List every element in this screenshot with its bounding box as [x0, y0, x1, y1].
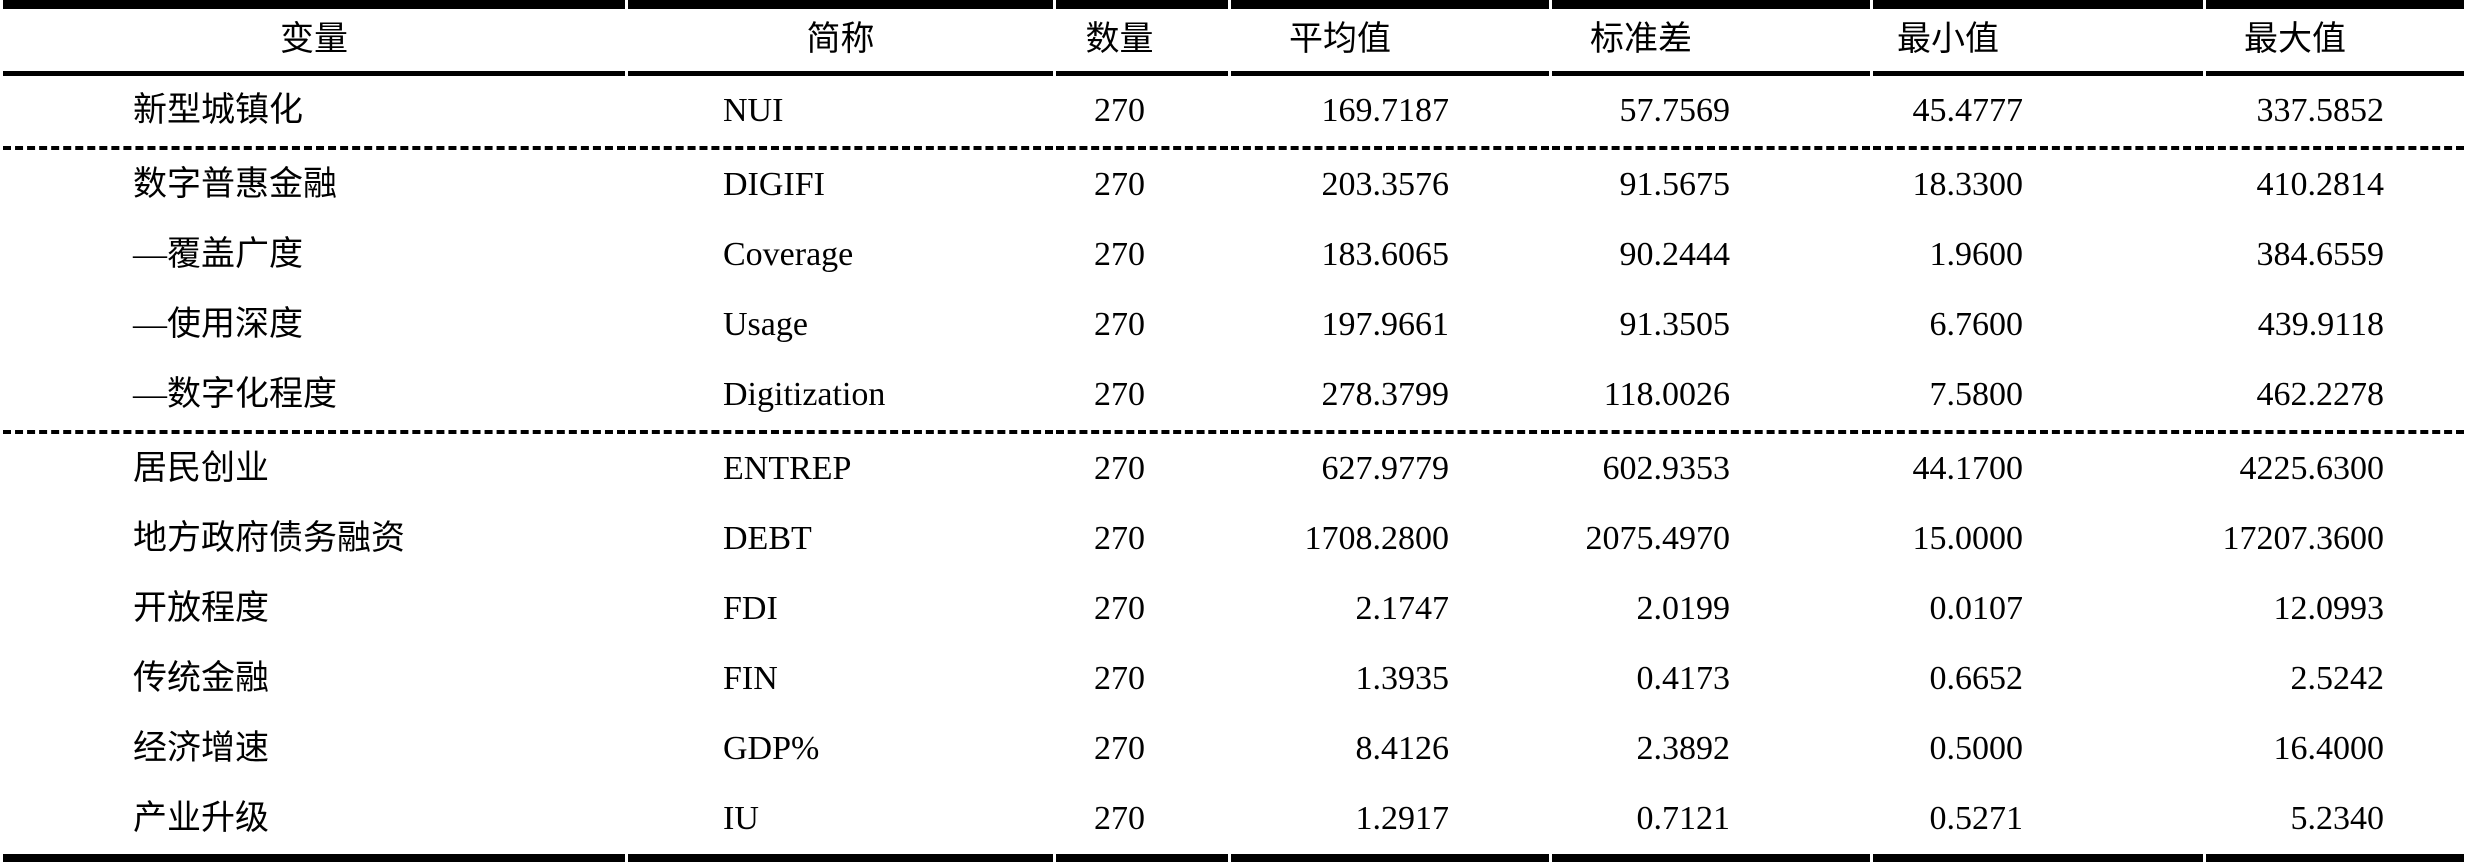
- cell-mean: 183.6065: [1321, 236, 1450, 273]
- cell-abbr: NUI: [628, 76, 1053, 150]
- table-row: —使用深度 Usage 270 197.9661 91.3505 6.7600 439.91…: [3, 290, 2464, 360]
- cell-mean: 1.2917: [1231, 784, 1549, 862]
- cell-n: 270: [1094, 450, 1145, 487]
- cell-mean: 169.7187: [1231, 76, 1549, 150]
- table-header: 变量 简称 数量 平均值 标准差 最小值 最大值: [3, 0, 2464, 76]
- cell-max: 17207.3600: [2222, 520, 2385, 557]
- cell-min: 18.3300: [1912, 166, 2024, 203]
- cell-n: 270: [1094, 590, 1145, 627]
- table-row: 经济增速 GDP% 270 8.4126 2.3892 0.5000 16.4000: [3, 714, 2464, 784]
- cell-abbr: DIGIFI: [723, 166, 825, 203]
- cell-max: 4225.6300: [2239, 450, 2385, 487]
- cell-sd: 0.4173: [1636, 660, 1731, 697]
- cell-min: 0.5271: [1873, 784, 2203, 862]
- cell-sd: 90.2444: [1619, 236, 1731, 273]
- cell-sd: 602.9353: [1602, 450, 1731, 487]
- cell-mean: 2.1747: [1355, 590, 1450, 627]
- cell-sd: 2075.4970: [1585, 520, 1731, 557]
- cell-mean: 1708.2800: [1304, 520, 1450, 557]
- cell-min: 1.9600: [1929, 236, 2024, 273]
- cell-n: 270: [1094, 236, 1145, 273]
- cell-mean: 197.9661: [1321, 306, 1450, 343]
- column-header-variable: 变量: [3, 0, 625, 76]
- cell-variable: 开放程度: [133, 590, 269, 627]
- cell-sd: 91.5675: [1619, 166, 1731, 203]
- cell-variable: 居民创业: [133, 450, 269, 487]
- table-body: 新型城镇化 NUI 270 169.7187 57.7569 45.4777 337.585…: [3, 76, 2464, 862]
- cell-max: 12.0993: [2273, 590, 2385, 627]
- column-header-std-dev: 标准差: [1552, 0, 1870, 76]
- cell-abbr: ENTREP: [723, 450, 852, 487]
- cell-variable: —使用深度: [133, 306, 303, 343]
- table-row: —覆盖广度 Coverage 270 183.6065 90.2444 1.9600 384…: [3, 220, 2464, 290]
- cell-abbr: Digitization: [628, 360, 1053, 434]
- column-header-abbreviation: 简称: [628, 0, 1053, 76]
- cell-min: 0.5000: [1929, 730, 2024, 767]
- cell-n: 270: [1094, 166, 1145, 203]
- cell-abbr: FIN: [723, 660, 778, 697]
- cell-min: 7.5800: [1873, 360, 2203, 434]
- cell-variable: 传统金融: [133, 660, 269, 697]
- cell-min: 15.0000: [1912, 520, 2024, 557]
- cell-max: 337.5852: [2206, 76, 2464, 150]
- cell-max: 439.9118: [2257, 306, 2384, 343]
- cell-mean: 203.3576: [1321, 166, 1450, 203]
- table-row: —数字化程度 Digitization 270 278.3799 118.0026 7.5…: [3, 360, 2464, 434]
- cell-abbr: FDI: [723, 590, 778, 627]
- cell-variable: 新型城镇化: [3, 76, 625, 150]
- cell-min: 6.7600: [1929, 306, 2024, 343]
- table-row: 数字普惠金融 DIGIFI 270 203.3576 91.5675 18.3300 410…: [3, 150, 2464, 220]
- table-row: 产业升级 IU 270 1.2917 0.7121 0.5271 5.2340: [3, 784, 2464, 862]
- cell-sd: 0.7121: [1552, 784, 1870, 862]
- cell-mean: 8.4126: [1355, 730, 1450, 767]
- cell-n: 270: [1094, 306, 1145, 343]
- cell-min: 45.4777: [1873, 76, 2203, 150]
- cell-n: 270: [1094, 660, 1145, 697]
- cell-max: 462.2278: [2206, 360, 2464, 434]
- cell-min: 0.6652: [1929, 660, 2024, 697]
- cell-n: 270: [1094, 730, 1145, 767]
- cell-min: 44.1700: [1912, 450, 2024, 487]
- cell-n: 270: [1056, 784, 1228, 862]
- cell-min: 0.0107: [1929, 590, 2024, 627]
- table-row: 传统金融 FIN 270 1.3935 0.4173 0.6652 2.5242: [3, 644, 2464, 714]
- column-header-count: 数量: [1056, 0, 1228, 76]
- table-row: 开放程度 FDI 270 2.1747 2.0199 0.0107 12.0993: [3, 574, 2464, 644]
- cell-abbr: GDP%: [723, 730, 820, 767]
- cell-variable: 经济增速: [133, 730, 269, 767]
- header-row: 变量 简称 数量 平均值 标准差 最小值 最大值: [3, 0, 2464, 76]
- cell-sd: 2.3892: [1636, 730, 1731, 767]
- cell-abbr: IU: [628, 784, 1053, 862]
- cell-sd: 91.3505: [1619, 306, 1731, 343]
- cell-variable: —数字化程度: [3, 360, 625, 434]
- cell-n: 270: [1056, 360, 1228, 434]
- cell-n: 270: [1094, 520, 1145, 557]
- column-header-min: 最小值: [1873, 0, 2203, 76]
- cell-mean: 627.9779: [1321, 450, 1450, 487]
- column-header-mean: 平均值: [1231, 0, 1549, 76]
- cell-max: 2.5242: [2290, 660, 2385, 697]
- cell-variable: —覆盖广度: [133, 236, 303, 273]
- table-row: 地方政府债务融资 DEBT 270 1708.2800 2075.4970 15.0000…: [3, 504, 2464, 574]
- cell-max: 410.2814: [2256, 166, 2385, 203]
- cell-abbr: Usage: [723, 306, 808, 343]
- cell-variable: 数字普惠金融: [133, 166, 337, 203]
- cell-max: 5.2340: [2206, 784, 2464, 862]
- cell-variable: 地方政府债务融资: [133, 520, 405, 557]
- cell-sd: 118.0026: [1552, 360, 1870, 434]
- table-row: 新型城镇化 NUI 270 169.7187 57.7569 45.4777 337.585…: [3, 76, 2464, 150]
- cell-max: 384.6559: [2256, 236, 2385, 273]
- cell-mean: 278.3799: [1231, 360, 1549, 434]
- cell-max: 16.4000: [2273, 730, 2385, 767]
- column-header-max: 最大值: [2206, 0, 2464, 76]
- cell-mean: 1.3935: [1355, 660, 1450, 697]
- cell-sd: 2.0199: [1636, 590, 1731, 627]
- cell-abbr: DEBT: [723, 520, 812, 557]
- cell-variable: 产业升级: [3, 784, 625, 862]
- cell-sd: 57.7569: [1552, 76, 1870, 150]
- cell-n: 270: [1056, 76, 1228, 150]
- table-row: 居民创业 ENTREP 270 627.9779 602.9353 44.1700 4225…: [3, 434, 2464, 504]
- cell-abbr: Coverage: [723, 236, 854, 273]
